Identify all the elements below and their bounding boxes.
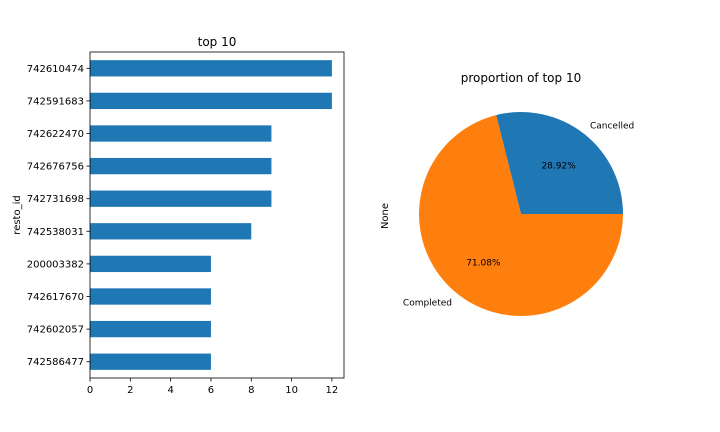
- bar: [90, 320, 211, 338]
- y-tick-label: 742622470: [27, 129, 84, 140]
- x-tick-label: 2: [127, 385, 133, 396]
- bar: [90, 125, 272, 142]
- pie-slice: [496, 112, 623, 214]
- x-tick-label: 0: [87, 385, 93, 396]
- pie-chart-title: proportion of top 10: [461, 71, 581, 85]
- x-tick-label: 6: [208, 385, 214, 396]
- bar-chart: top 10 742610474 742591683 742622470 742676…: [12, 35, 345, 396]
- y-axis-ticks: 742610474 742591683 742622470 742676756 7427…: [27, 64, 90, 368]
- x-tick-label: 4: [167, 385, 173, 396]
- bar: [90, 288, 211, 305]
- bar-plot-frame: [89, 51, 345, 379]
- bar: [90, 190, 272, 207]
- bar-chart-title: top 10: [198, 35, 237, 49]
- pie-slice: [419, 115, 623, 316]
- y-tick-label: 742610474: [27, 64, 84, 75]
- y-tick-label: 742591683: [27, 96, 84, 107]
- bar-series: [90, 60, 332, 370]
- y-tick-label: 742586477: [27, 357, 84, 368]
- pie-labels: Cancelled 28.92% Completed 71.08%: [403, 122, 634, 309]
- x-tick-label: 12: [326, 385, 339, 396]
- bar: [90, 353, 211, 370]
- y-tick-label: 742676756: [27, 162, 84, 173]
- pie-slices: [419, 112, 623, 316]
- y-tick-label: 742617670: [27, 292, 84, 303]
- y-tick-label: 200003382: [27, 259, 84, 270]
- pie-pct-label: 71.08%: [466, 258, 501, 268]
- pie-slice-label: Cancelled: [590, 122, 634, 132]
- pie-chart: proportion of top 10 None Cancelled 28.92…: [380, 71, 634, 316]
- bar: [90, 92, 332, 110]
- y-tick-label: 742538031: [27, 227, 84, 238]
- x-axis-ticks: 0 2 4 6 8 10 12: [87, 378, 338, 396]
- pie-y-axis-label: None: [380, 203, 391, 229]
- bar: [90, 255, 211, 273]
- y-axis-label: resto_id: [12, 195, 23, 234]
- bar: [90, 157, 272, 175]
- bar: [90, 223, 252, 240]
- x-tick-label: 8: [248, 385, 254, 396]
- x-tick-label: 10: [285, 385, 298, 396]
- pie-pct-label: 28.92%: [541, 162, 576, 172]
- y-tick-label: 742602057: [27, 325, 84, 336]
- y-tick-label: 742731698: [27, 194, 84, 205]
- bar: [90, 60, 332, 77]
- pie-slice-label: Completed: [403, 298, 452, 308]
